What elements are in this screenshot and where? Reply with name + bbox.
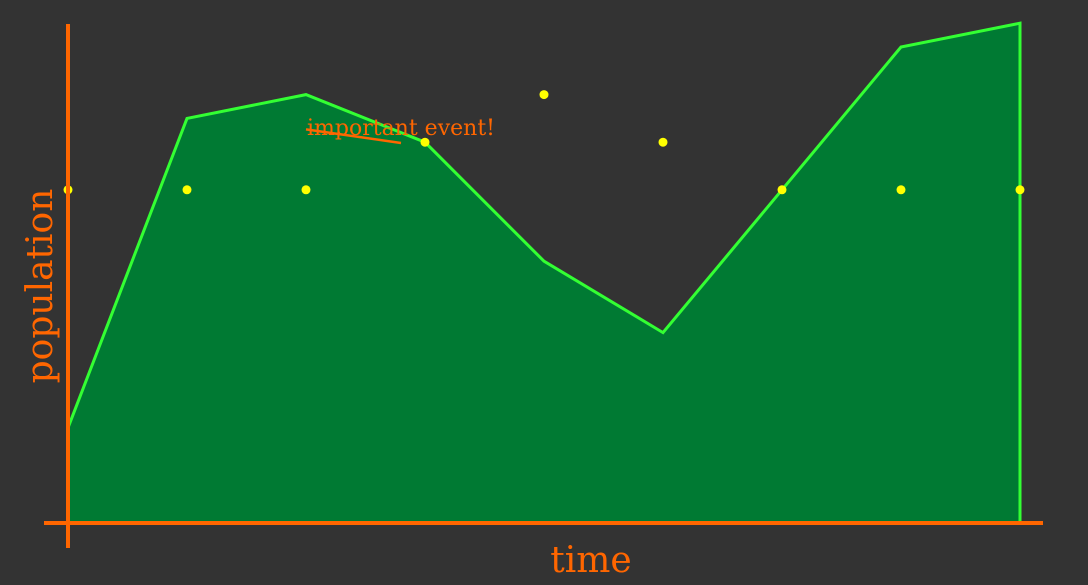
area-layer [66,21,1022,523]
scatter-point [182,185,192,195]
area-outline-line [66,21,1022,523]
x-axis-label: time [550,540,631,581]
scatter-point [301,185,311,195]
scatter-point [777,185,787,195]
scatter-point [420,137,430,147]
annotation-layer: important event! [305,116,495,145]
scatter-point [896,185,906,195]
scatter-point [539,90,549,100]
scatter-point [1015,185,1025,195]
scatter-point [658,137,668,147]
annotation-arrow [305,128,402,145]
annotation-text: important event! [307,116,495,141]
area-fill [68,23,1020,523]
points-layer [63,90,1025,195]
axes-layer [44,24,1043,548]
y-axis-label: population [20,189,61,384]
